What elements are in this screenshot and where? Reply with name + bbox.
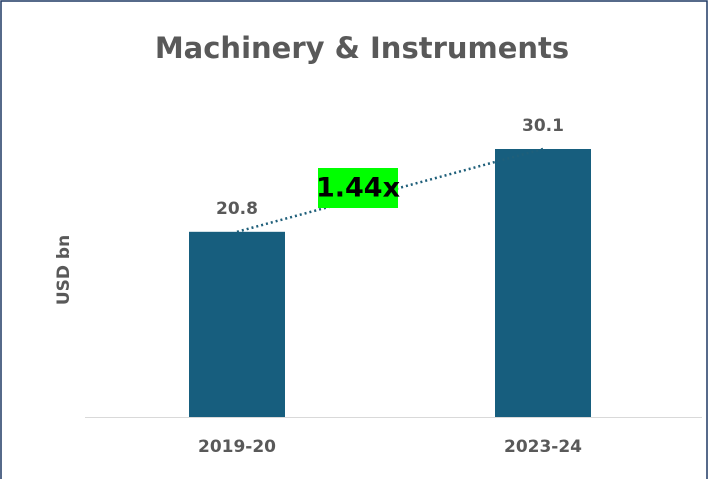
x-tick-label: 2023-24 bbox=[504, 437, 582, 457]
chart-title: Machinery & Instruments bbox=[155, 31, 569, 65]
annotation-box bbox=[318, 168, 398, 208]
y-axis-label: USD bn bbox=[54, 235, 74, 305]
data-label: 20.8 bbox=[216, 199, 258, 219]
bar bbox=[495, 149, 591, 417]
data-label: 30.1 bbox=[522, 116, 564, 136]
annotation: 1.44x bbox=[316, 173, 400, 204]
x-tick-label: 2019-20 bbox=[198, 437, 276, 457]
bar bbox=[189, 231, 285, 417]
